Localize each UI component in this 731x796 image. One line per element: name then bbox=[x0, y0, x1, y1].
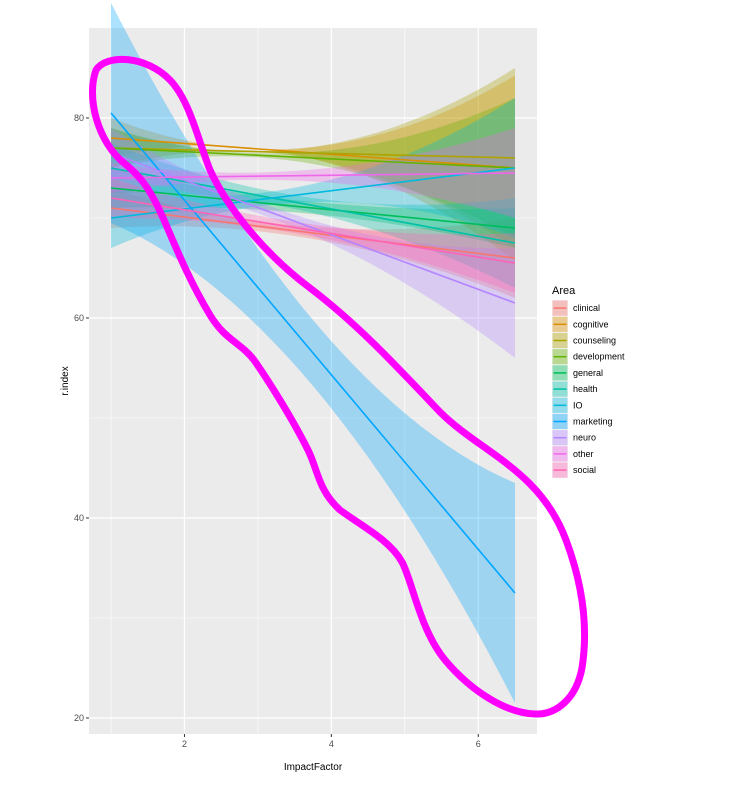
grid-lines bbox=[89, 28, 537, 734]
legend-label-social: social bbox=[573, 465, 596, 475]
highlight-loop bbox=[89, 55, 589, 718]
legend: Area clinical cognitive counseling developm… bbox=[552, 285, 625, 479]
ribbon-development bbox=[111, 98, 515, 238]
panel-background bbox=[89, 28, 537, 734]
fit-line-marketing bbox=[110, 112, 516, 594]
y-tick-label: 80 bbox=[74, 113, 84, 123]
x-tick-label: 2 bbox=[182, 739, 187, 749]
fit-line-other bbox=[111, 172, 515, 179]
legend-label-marketing: marketing bbox=[573, 417, 613, 427]
x-tick-label: 6 bbox=[476, 739, 481, 749]
legend-label-other: other bbox=[573, 449, 594, 459]
ribbon-io bbox=[111, 98, 515, 248]
legend-label-counseling: counseling bbox=[573, 336, 616, 346]
y-tick-label: 60 bbox=[74, 313, 84, 323]
legend-label-io: IO bbox=[573, 400, 583, 410]
fit-line-clinical bbox=[110, 207, 516, 259]
legend-label-clinical: clinical bbox=[573, 303, 600, 313]
fit-line-counseling bbox=[111, 147, 515, 159]
fit-line-development bbox=[110, 147, 516, 169]
legend-label-cognitive: cognitive bbox=[573, 319, 609, 329]
fit-line-health bbox=[110, 167, 516, 244]
legend-label-health: health bbox=[573, 384, 598, 394]
ribbon-social bbox=[111, 178, 515, 293]
x-tick-label: 4 bbox=[329, 739, 334, 749]
legend-label-general: general bbox=[573, 368, 603, 378]
axes: 2 4 6 20 40 60 80 bbox=[74, 113, 481, 749]
fit-lines bbox=[110, 112, 516, 594]
y-axis-title: r.index bbox=[60, 366, 71, 395]
legend-label-neuro: neuro bbox=[573, 433, 596, 443]
ribbon-cognitive bbox=[111, 75, 515, 261]
fit-line-social bbox=[110, 197, 516, 264]
fit-line-io bbox=[110, 167, 516, 219]
annotation-layer bbox=[89, 55, 589, 718]
y-tick-label: 20 bbox=[74, 713, 84, 723]
x-axis-title: ImpactFactor bbox=[284, 762, 343, 773]
legend-label-development: development bbox=[573, 352, 625, 362]
ribbon-clinical bbox=[111, 188, 515, 298]
ribbon-neuro bbox=[111, 128, 515, 358]
fit-line-general bbox=[110, 187, 516, 229]
fit-line-neuro bbox=[110, 152, 516, 304]
legend-title: Area bbox=[552, 285, 576, 297]
ribbon-other bbox=[111, 128, 515, 218]
y-tick-label: 40 bbox=[74, 513, 84, 523]
